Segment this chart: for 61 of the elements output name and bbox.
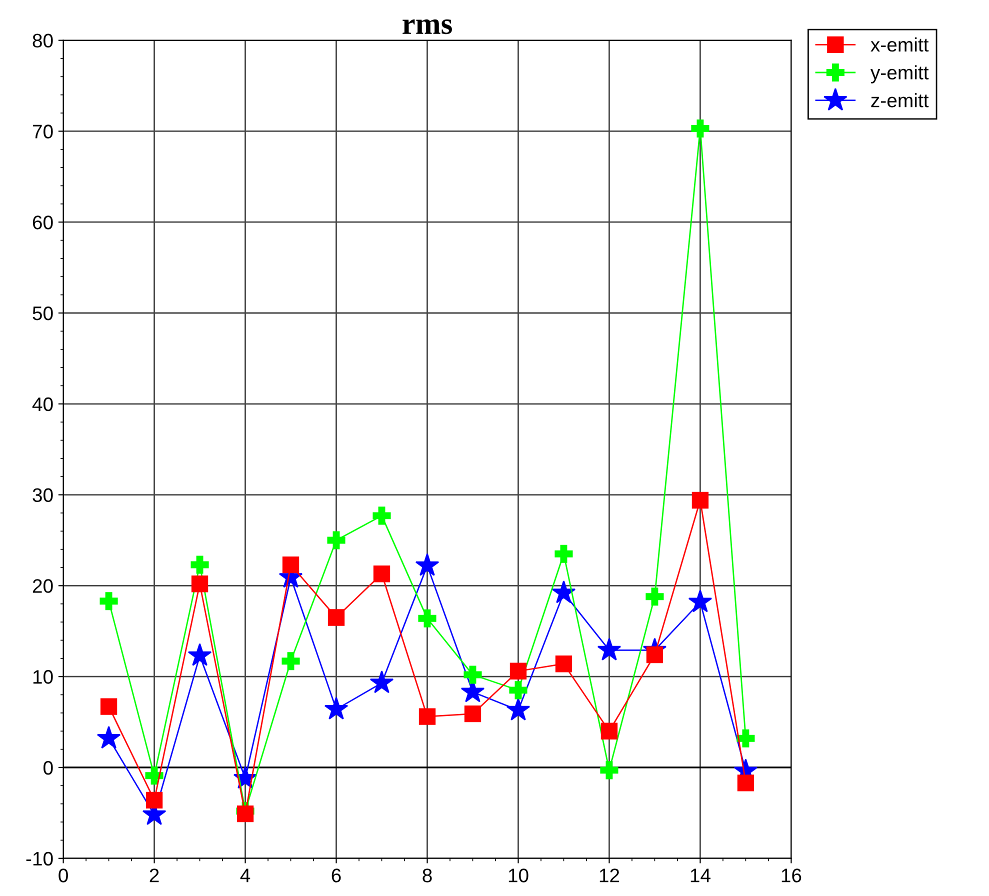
y-tick-label: 80 [32, 34, 53, 48]
point [646, 646, 664, 664]
point [370, 670, 394, 694]
legend-label: x-emitt [870, 37, 929, 52]
point [96, 726, 121, 749]
point [692, 492, 709, 509]
x-tick-label: 8 [422, 868, 432, 882]
point [191, 576, 208, 592]
point [688, 590, 712, 612]
point [509, 681, 528, 700]
point [737, 774, 754, 792]
point [464, 706, 482, 722]
point [236, 805, 254, 822]
x-tick-label: 2 [150, 868, 159, 882]
point [691, 119, 710, 138]
x-tick-label: 10 [508, 868, 528, 882]
y-tick-label: 70 [32, 124, 53, 138]
point [510, 662, 527, 680]
point [188, 643, 212, 666]
point [600, 722, 618, 740]
y-tick-label: 60 [32, 216, 53, 230]
x-tick-label: 6 [332, 868, 341, 882]
x-tick-label: 14 [690, 868, 710, 882]
point [100, 698, 118, 715]
point [415, 553, 440, 576]
point [190, 556, 209, 574]
y-tick-label: 40 [32, 397, 53, 412]
y-tick-label: 0 [44, 760, 53, 775]
point [282, 652, 300, 670]
chart-title: rms [402, 19, 452, 34]
point [327, 531, 346, 550]
x-tick-label: 4 [240, 868, 250, 882]
point [282, 556, 300, 574]
point [555, 656, 572, 672]
x-tick-label: 16 [782, 868, 802, 882]
legend-label: y-emitt [870, 65, 929, 84]
point [552, 580, 576, 604]
y-tick-label: 30 [32, 488, 53, 502]
y-tick-label: 50 [32, 306, 53, 320]
point [736, 729, 755, 748]
y-tick-label: 10 [33, 670, 53, 684]
x-tick-label: 12 [600, 868, 620, 882]
point [600, 761, 618, 780]
y-tick-label: -10 [26, 852, 53, 866]
point [328, 609, 345, 626]
y-tick-label: 20 [32, 579, 53, 593]
point [146, 792, 163, 809]
point [646, 588, 664, 606]
point [373, 566, 390, 582]
point [554, 544, 573, 563]
point [418, 708, 436, 725]
point [145, 766, 164, 785]
point [372, 506, 391, 525]
point [464, 666, 482, 684]
point [100, 592, 118, 610]
point [418, 609, 436, 628]
point [597, 638, 622, 660]
legend-label: z-emitt [871, 93, 929, 108]
point [506, 698, 530, 720]
x-tick-label: 0 [58, 868, 68, 882]
point [324, 696, 348, 720]
